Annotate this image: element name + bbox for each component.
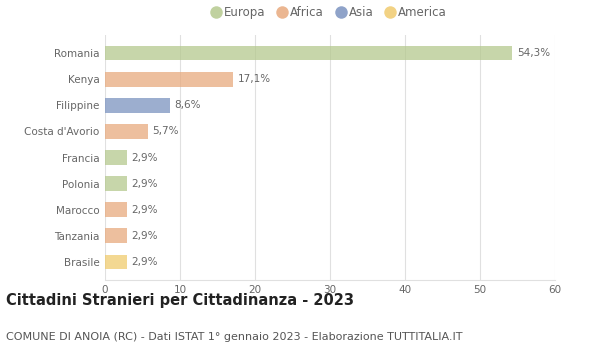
Bar xyxy=(105,124,148,139)
Bar xyxy=(105,176,127,191)
Text: 8,6%: 8,6% xyxy=(174,100,200,110)
Bar xyxy=(105,254,127,269)
Text: 2,9%: 2,9% xyxy=(131,205,158,215)
Text: 5,7%: 5,7% xyxy=(152,126,179,136)
Bar xyxy=(105,229,127,243)
Text: 54,3%: 54,3% xyxy=(517,48,550,58)
Text: 2,9%: 2,9% xyxy=(131,257,158,267)
Text: 2,9%: 2,9% xyxy=(131,178,158,189)
Text: Cittadini Stranieri per Cittadinanza - 2023: Cittadini Stranieri per Cittadinanza - 2… xyxy=(6,293,354,308)
Bar xyxy=(105,46,512,61)
Bar xyxy=(105,98,170,113)
Text: 2,9%: 2,9% xyxy=(131,231,158,241)
Text: 17,1%: 17,1% xyxy=(238,74,271,84)
Bar xyxy=(105,202,127,217)
Bar xyxy=(105,72,233,86)
Text: COMUNE DI ANOIA (RC) - Dati ISTAT 1° gennaio 2023 - Elaborazione TUTTITALIA.IT: COMUNE DI ANOIA (RC) - Dati ISTAT 1° gen… xyxy=(6,331,463,342)
Text: 2,9%: 2,9% xyxy=(131,153,158,162)
Bar xyxy=(105,150,127,164)
Legend: Europa, Africa, Asia, America: Europa, Africa, Asia, America xyxy=(208,2,452,24)
